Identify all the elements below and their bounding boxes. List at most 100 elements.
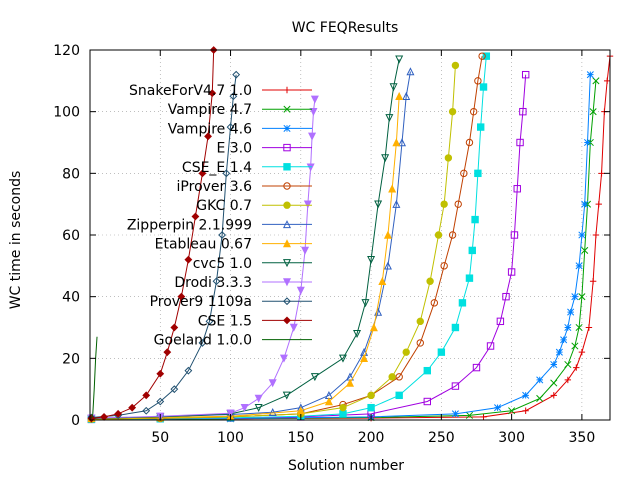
data-point: [324, 397, 333, 406]
data-point: [454, 200, 462, 208]
data-point: [536, 376, 544, 384]
data-point: [440, 262, 448, 270]
data-point: [308, 132, 317, 141]
data-point: [283, 163, 291, 171]
y-tick-label: 100: [53, 105, 80, 121]
data-point: [465, 411, 474, 419]
data-point: [437, 348, 446, 356]
data-point: [388, 184, 397, 193]
data-point: [477, 123, 485, 131]
data-point: [205, 317, 214, 326]
data-point: [369, 323, 378, 332]
legend-label: Vampire 4.6: [168, 121, 252, 137]
data-point: [383, 261, 392, 270]
data-point: [474, 169, 482, 178]
series-12: [87, 46, 218, 423]
data-point: [496, 317, 505, 326]
data-point: [345, 378, 355, 387]
data-point: [502, 292, 510, 301]
data-point: [222, 169, 231, 178]
data-point: [142, 391, 151, 400]
legend-label: E 3.0: [216, 141, 252, 157]
series-6: [87, 61, 460, 423]
data-point: [388, 373, 396, 381]
data-point: [480, 413, 487, 421]
y-axis-label: WC time in seconds: [8, 171, 24, 310]
data-point: [310, 373, 319, 382]
data-point: [519, 107, 527, 116]
series-line: [91, 56, 483, 420]
legend-label: Vampire 4.7: [168, 102, 252, 118]
data-point: [440, 200, 448, 208]
legend-label: Prover9 1109a: [150, 294, 252, 310]
series-4: [87, 52, 491, 424]
data-point: [469, 107, 478, 116]
data-point: [416, 317, 424, 326]
data-point: [536, 394, 544, 402]
data-point: [513, 185, 521, 193]
data-point: [191, 212, 200, 221]
data-point: [564, 376, 572, 384]
data-point: [198, 169, 207, 178]
data-point: [465, 274, 474, 282]
x-tick-label: 300: [498, 430, 525, 446]
legend-label: Etableau 0.67: [155, 237, 252, 253]
data-point: [465, 138, 474, 147]
data-point: [283, 124, 291, 132]
x-tick-label: 100: [217, 430, 244, 446]
data-point: [339, 403, 347, 412]
data-point: [434, 231, 443, 239]
data-point: [581, 246, 589, 254]
x-tick-label: 50: [151, 430, 169, 446]
data-point: [282, 220, 292, 229]
data-point: [555, 348, 563, 356]
legend-label: cvc5 1.0: [193, 256, 252, 272]
data-point: [578, 348, 586, 356]
data-point: [583, 138, 592, 147]
data-point: [296, 286, 305, 295]
data-point: [204, 132, 212, 141]
legend-label: iProver 3.6: [177, 179, 253, 195]
data-point: [482, 52, 491, 60]
data-point: [522, 407, 529, 414]
data-point: [474, 77, 482, 85]
data-point: [406, 67, 415, 76]
data-point: [208, 89, 217, 98]
y-tick-label: 20: [62, 351, 80, 367]
data-point: [468, 246, 476, 255]
data-point: [198, 339, 207, 347]
y-tick-label: 80: [62, 166, 80, 182]
series-line: [90, 336, 98, 419]
y-tick-label: 40: [62, 290, 80, 306]
legend-label: Drodi 3.3.3: [174, 275, 252, 291]
ticks: 50 100 150 200 250 300 350 0 20 40 60 80 100 120: [53, 43, 610, 446]
data-point: [451, 61, 460, 70]
data-point: [516, 138, 524, 147]
series-line: [91, 74, 527, 420]
data-point: [395, 55, 404, 64]
data-point: [289, 323, 298, 332]
data-point: [402, 348, 410, 356]
data-point: [383, 230, 392, 239]
chart-title: WC FEQResults: [292, 20, 399, 36]
data-point: [458, 299, 467, 307]
data-point: [232, 70, 241, 79]
data-point: [564, 323, 572, 332]
data-point: [283, 316, 291, 325]
series-line: [91, 59, 400, 419]
data-point: [448, 107, 457, 116]
data-point: [361, 299, 370, 308]
data-point: [301, 246, 310, 255]
x-tick-label: 150: [287, 430, 314, 446]
data-point: [389, 83, 398, 92]
data-point: [268, 379, 277, 388]
data-point: [385, 114, 394, 123]
data-point: [254, 403, 263, 412]
data-point: [310, 95, 319, 104]
series-line: [91, 56, 487, 420]
data-point: [581, 200, 589, 208]
data-point: [479, 83, 488, 91]
data-point: [283, 86, 291, 94]
data-point: [444, 154, 453, 162]
data-point: [392, 138, 401, 147]
